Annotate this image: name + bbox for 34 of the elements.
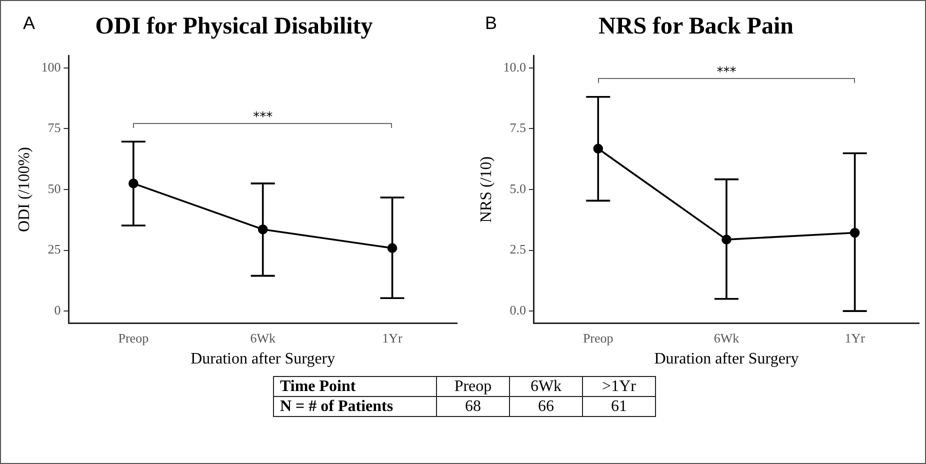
y-tick-label: 75 xyxy=(48,120,61,136)
x-axis-title: Duration after Surgery xyxy=(190,350,336,368)
x-tick-label: 1Yr xyxy=(382,330,404,346)
text: >1Yr xyxy=(582,376,656,396)
y-tick-label: 25 xyxy=(48,242,61,257)
y-tick-label: 7.5 xyxy=(510,120,526,136)
y-tick-label: 50 xyxy=(48,180,61,196)
text: Time Point xyxy=(274,376,436,396)
y-tick-label: 0.0 xyxy=(510,302,526,318)
y-axis-title: ODI (/100%) xyxy=(16,147,33,232)
text: 6Wk xyxy=(510,376,582,396)
x-tick-label: Preop xyxy=(118,330,149,346)
y-tick-label: 100 xyxy=(41,59,61,74)
text: B xyxy=(485,12,498,33)
text: 68 xyxy=(436,396,510,416)
y-tick-label: 5.0 xyxy=(510,180,526,196)
annotation: *** xyxy=(716,65,738,80)
chart-title: NRS for Back Pain xyxy=(598,14,794,40)
text: N = # of Patients xyxy=(274,396,436,416)
x-tick-label: 6Wk xyxy=(714,330,740,346)
y-tick-label: 0 xyxy=(54,302,61,318)
x-tick-label: Preop xyxy=(582,330,614,346)
x-tick-label: 1Yr xyxy=(844,330,866,346)
text: A xyxy=(23,12,36,33)
chart-title: ODI for Physical Disability xyxy=(95,14,373,40)
text: Preop xyxy=(436,376,510,396)
y-tick-label: 2.5 xyxy=(510,242,526,257)
annotation: *** xyxy=(252,110,274,125)
x-axis-title: Duration after Surgery xyxy=(654,350,799,368)
text: 61 xyxy=(582,396,656,416)
text: 66 xyxy=(510,396,582,416)
x-tick-label: 6Wk xyxy=(250,330,276,346)
y-tick-label: 10.0 xyxy=(503,59,526,74)
y-axis-title: NRS (/10) xyxy=(478,156,495,223)
